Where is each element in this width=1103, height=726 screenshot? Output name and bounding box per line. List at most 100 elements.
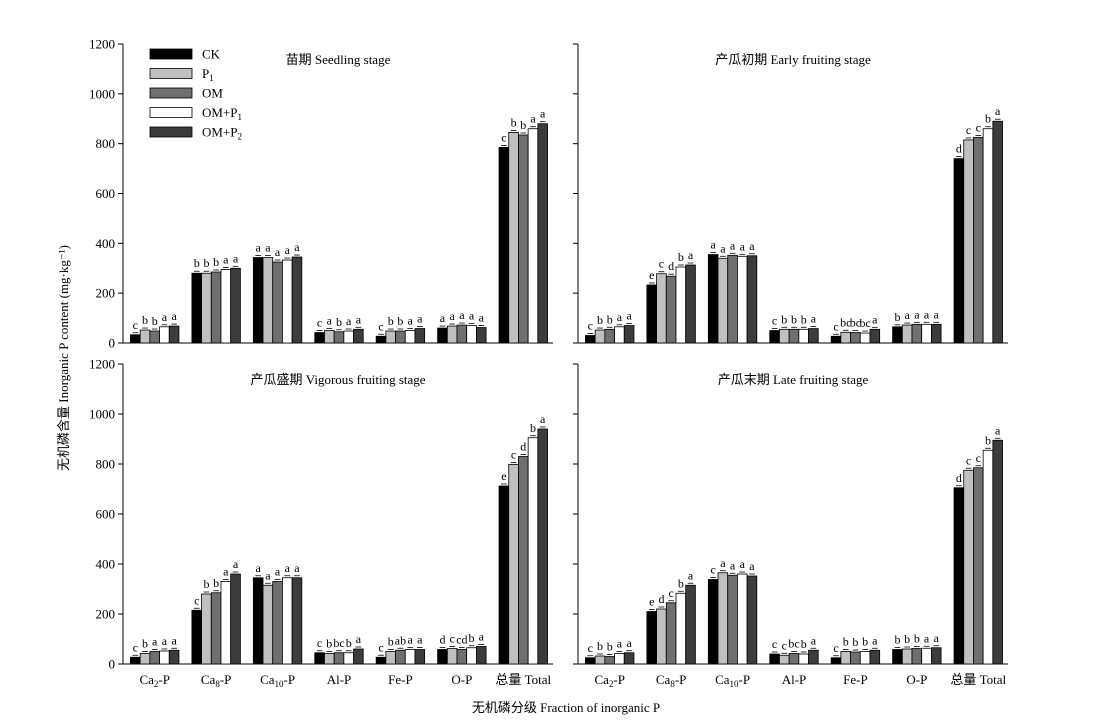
bar — [685, 264, 696, 344]
bar — [139, 329, 151, 344]
bar — [508, 464, 519, 665]
panel-title: 产瓜盛期 Vigorous fruiting stage — [250, 372, 425, 387]
significance-label: a — [711, 238, 717, 252]
bar — [614, 326, 625, 344]
bar — [508, 132, 519, 344]
legend-swatch — [149, 87, 193, 99]
bar — [665, 602, 677, 665]
significance-label: a — [924, 307, 930, 321]
bar — [262, 257, 274, 344]
significance-label: c — [772, 637, 777, 651]
panel-3: 0 200 400 600 800 1000 1200 产瓜盛期 Vigorous fruit… — [89, 357, 553, 689]
significance-label: b — [326, 637, 332, 651]
bar — [230, 573, 241, 665]
panel-title: 产瓜末期 Late fruiting stage — [718, 372, 869, 387]
bar — [850, 332, 861, 344]
bar — [466, 647, 477, 665]
bar — [779, 328, 790, 344]
legend-label: CK — [202, 47, 221, 62]
significance-label: a — [811, 312, 817, 326]
bar — [911, 648, 923, 665]
significance-label: a — [995, 423, 1001, 437]
bar — [437, 327, 448, 344]
bar — [149, 330, 160, 344]
significance-label: b — [791, 312, 797, 326]
significance-label: a — [720, 241, 726, 255]
bar — [201, 593, 212, 665]
x-tick-label: Ca2-P — [139, 672, 170, 689]
significance-label: c — [501, 130, 506, 144]
significance-label: c — [378, 319, 383, 333]
bar — [992, 120, 1003, 344]
significance-label: a — [626, 636, 632, 650]
bar — [892, 649, 903, 665]
bar — [953, 487, 965, 665]
bar — [707, 254, 719, 344]
bar — [594, 329, 606, 344]
bar — [252, 257, 264, 344]
bar — [656, 273, 667, 344]
significance-label: c — [317, 636, 322, 650]
significance-label: e — [649, 595, 654, 609]
bar — [414, 328, 426, 344]
bar — [527, 437, 539, 665]
bar — [518, 134, 529, 344]
significance-label: c — [782, 638, 787, 652]
bar — [414, 649, 426, 665]
bar — [395, 649, 406, 665]
legend-label: P1 — [202, 66, 214, 83]
bar — [737, 573, 748, 665]
bar — [139, 653, 151, 665]
significance-label: b — [213, 576, 219, 590]
significance-label: a — [265, 241, 271, 255]
bar — [159, 650, 170, 665]
bar — [130, 334, 141, 344]
bar — [220, 581, 232, 665]
significance-label: b — [781, 312, 787, 326]
x-tick-label: 总量 Total — [495, 672, 551, 687]
bar — [892, 326, 903, 344]
significance-label: a — [162, 634, 168, 648]
bar — [191, 272, 202, 344]
x-axis-label: 无机磷分级 Fraction of inorganic P — [472, 700, 660, 715]
significance-label: c — [317, 316, 322, 330]
bar — [982, 128, 994, 344]
significance-label: b — [597, 313, 603, 327]
significance-label: a — [730, 558, 736, 572]
bar — [585, 657, 596, 665]
significance-label: a — [995, 104, 1001, 118]
panel-title: 苗期 Seedling stage — [286, 52, 391, 67]
significance-label: b — [914, 632, 920, 646]
significance-label: a — [275, 565, 281, 579]
significance-label: a — [233, 251, 239, 265]
y-tick-label: 1200 — [89, 37, 115, 52]
x-tick-label: Ca2-P — [594, 672, 625, 689]
significance-label: a — [749, 239, 755, 253]
bar — [282, 259, 293, 344]
bar — [353, 328, 364, 344]
bar — [646, 611, 657, 665]
significance-label: b — [388, 635, 394, 649]
legend-label: OM+P2 — [202, 125, 242, 142]
significance-label: a — [749, 559, 755, 573]
bar — [931, 647, 942, 665]
significance-label: d — [520, 440, 526, 454]
significance-label: c — [588, 641, 593, 655]
significance-label: b — [203, 256, 209, 270]
y-tick-label: 1200 — [89, 357, 115, 372]
legend-swatch — [149, 48, 193, 60]
significance-label: a — [626, 309, 632, 323]
bar — [656, 608, 667, 665]
significance-label: a — [449, 309, 455, 323]
significance-label: a — [256, 241, 262, 255]
bar — [456, 324, 468, 344]
significance-label: b — [678, 576, 684, 590]
bar — [314, 652, 325, 665]
bar — [324, 653, 335, 665]
bar — [973, 137, 984, 344]
significance-label: a — [356, 632, 362, 646]
bar — [685, 584, 696, 665]
significance-label: b — [894, 633, 900, 647]
significance-label: e — [501, 469, 506, 483]
